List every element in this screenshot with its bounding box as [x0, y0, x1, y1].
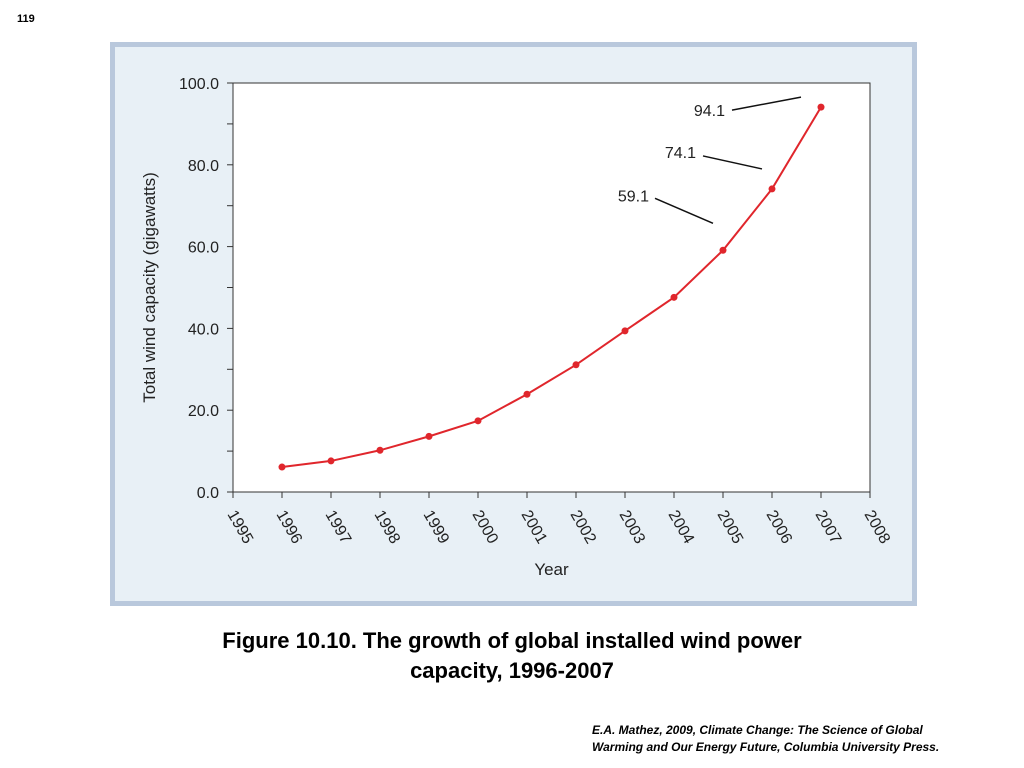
wind-capacity-chart: 0.0 20.0 40.0 60.0 80.0 100.0 1995 1996 1997 1998… — [140, 76, 894, 579]
x-tick-label: 2007 — [812, 508, 845, 547]
data-point — [768, 185, 776, 193]
x-tick-label: 2005 — [714, 508, 747, 547]
data-point — [817, 103, 825, 111]
y-tick-label: 40.0 — [188, 321, 219, 338]
data-point — [278, 463, 286, 471]
x-tick-label: 2004 — [665, 508, 698, 547]
callout-label: 74.1 — [665, 145, 696, 162]
callout-label: 94.1 — [694, 103, 725, 120]
page-number: 119 — [17, 13, 35, 25]
data-point — [474, 417, 482, 425]
data-point — [670, 293, 678, 301]
x-axis-title: Year — [534, 560, 569, 579]
source-line-2: Warming and Our Energy Future, Columbia … — [592, 740, 940, 754]
data-point — [621, 327, 629, 335]
callout-label: 59.1 — [618, 188, 649, 205]
caption-line-2: capacity, 1996-2007 — [410, 658, 614, 683]
source-line-1: E.A. Mathez, 2009, Climate Change: The S… — [592, 723, 923, 737]
y-tick-label: 0.0 — [197, 485, 219, 502]
x-tick-label: 1997 — [322, 508, 355, 547]
figure-caption: Figure 10.10. The growth of global insta… — [112, 626, 912, 686]
y-tick-label: 80.0 — [188, 158, 219, 175]
x-tick-label: 2003 — [616, 508, 649, 547]
x-tick-label: 1996 — [273, 508, 306, 547]
data-point — [425, 432, 433, 440]
callout-leader-line — [654, 197, 714, 224]
caption-line-1: Figure 10.10. The growth of global insta… — [222, 628, 802, 653]
x-tick-label: 2006 — [763, 508, 796, 547]
y-tick-label: 20.0 — [188, 403, 219, 420]
y-tick-label: 100.0 — [179, 76, 219, 93]
x-tick-label: 2001 — [518, 508, 551, 547]
source-citation: E.A. Mathez, 2009, Climate Change: The S… — [592, 722, 1012, 756]
figure-frame: 0.0 20.0 40.0 60.0 80.0 100.0 1995 1996 1997 1998… — [110, 42, 917, 606]
x-tick-label: 2008 — [861, 508, 894, 547]
data-point — [719, 246, 727, 254]
data-point — [376, 446, 384, 454]
callout-leader-line — [702, 155, 763, 170]
data-point — [572, 361, 580, 369]
y-tick-label: 60.0 — [188, 240, 219, 257]
callout-leader-line — [731, 96, 802, 111]
plot-area — [233, 83, 870, 492]
x-tick-label: 2000 — [469, 508, 502, 547]
y-axis-title: Total wind capacity (gigawatts) — [140, 172, 159, 403]
x-tick-label: 1995 — [224, 508, 257, 547]
data-point — [523, 390, 531, 398]
series-line — [281, 106, 822, 469]
x-tick-label: 2002 — [567, 508, 600, 547]
x-tick-label: 1999 — [420, 508, 453, 547]
data-point — [327, 457, 335, 465]
x-tick-label: 1998 — [371, 508, 404, 547]
